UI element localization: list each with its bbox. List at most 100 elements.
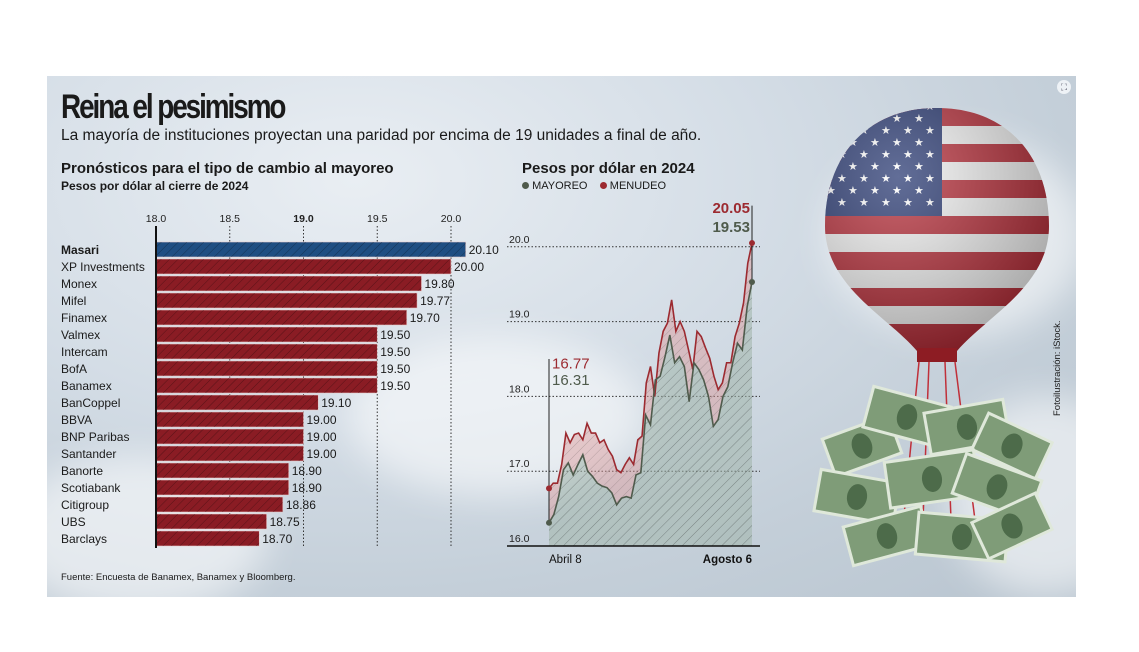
value-label: 20.00 bbox=[454, 260, 484, 274]
bill-portrait bbox=[876, 523, 898, 549]
star-icon: ★ bbox=[837, 101, 847, 113]
category-label: Banorte bbox=[61, 464, 103, 478]
money-stack bbox=[812, 384, 1055, 568]
value-label: 20.10 bbox=[469, 243, 499, 257]
category-label: BNP Paribas bbox=[61, 430, 129, 444]
bar-chart: 18.0 18.5 19.0 19.5 20.0 Masari 20.10 XP Invest… bbox=[61, 213, 499, 548]
value-label: 18.90 bbox=[292, 481, 322, 495]
start-menudeo-label: 16.77 bbox=[552, 356, 590, 373]
source-note: Fuente: Encuesta de Banamex, Banamex y B… bbox=[61, 572, 296, 583]
value-label: 19.00 bbox=[307, 430, 337, 444]
value-label: 19.00 bbox=[307, 447, 337, 461]
menudeo-band-hatch bbox=[549, 243, 752, 523]
bar-hatch bbox=[156, 395, 319, 410]
x-tick-label: 20.0 bbox=[441, 213, 462, 225]
y-tick-label: 16.0 bbox=[509, 533, 530, 545]
x-tick-label: 19.0 bbox=[293, 213, 314, 225]
photo-credit: Fotoilustración: iStock. bbox=[1052, 320, 1063, 416]
value-label: 18.70 bbox=[262, 532, 292, 546]
bill-portrait bbox=[846, 484, 868, 510]
bar-hatch bbox=[156, 327, 378, 342]
star-icon: ★ bbox=[826, 137, 836, 149]
data-point-marker bbox=[749, 240, 755, 247]
x-tick-label: 18.0 bbox=[146, 213, 167, 225]
category-label: Barclays bbox=[61, 532, 107, 546]
bar-hatch bbox=[156, 361, 378, 376]
category-label: Masari bbox=[61, 243, 99, 257]
legend-mayoreo-dot bbox=[522, 182, 529, 189]
bill-portrait bbox=[1001, 433, 1023, 459]
value-label: 19.50 bbox=[380, 379, 410, 393]
bar-hatch bbox=[156, 259, 451, 274]
star-icon: ★ bbox=[881, 101, 891, 113]
star-icon: ★ bbox=[815, 101, 825, 113]
expand-icon[interactable]: ⛶ bbox=[1057, 80, 1071, 94]
x-tick-label: Agosto 6 bbox=[703, 554, 752, 566]
legend-menudeo-dot bbox=[599, 182, 607, 189]
bar-chart-subtitle: Pesos por dólar al cierre de 2024 bbox=[61, 179, 249, 193]
bill-portrait bbox=[986, 474, 1008, 500]
category-label: Citigroup bbox=[61, 498, 109, 512]
star-icon: ★ bbox=[826, 113, 836, 125]
bill-portrait bbox=[896, 404, 918, 430]
bill-portrait bbox=[921, 466, 943, 492]
y-tick-label: 20.0 bbox=[509, 234, 530, 246]
bar-hatch bbox=[156, 344, 378, 359]
bar-hatch bbox=[156, 276, 422, 291]
category-label: Santander bbox=[61, 447, 116, 461]
star-icon: ★ bbox=[826, 161, 836, 173]
data-point-marker bbox=[749, 278, 755, 285]
page-title: Reina el pesimismo bbox=[61, 88, 286, 126]
star-icon: ★ bbox=[848, 113, 858, 125]
star-icon: ★ bbox=[837, 125, 847, 137]
flag-balloon: ★★★★★★★★★★★★★★★★★★★★★★★★★★★★★★★★★★★★★★★★… bbox=[815, 101, 1049, 351]
bar-hatch bbox=[156, 378, 378, 393]
legend: MAYOREO MENUDEO bbox=[522, 180, 666, 192]
bar-hatch bbox=[156, 497, 283, 512]
menudeo-line bbox=[548, 242, 753, 489]
value-label: 19.10 bbox=[321, 396, 351, 410]
end-menudeo-label: 20.05 bbox=[712, 200, 750, 217]
bar-hatch bbox=[156, 310, 407, 325]
line-chart-title: Pesos por dólar en 2024 bbox=[522, 160, 695, 177]
x-tick-label: 18.5 bbox=[220, 213, 241, 225]
legend-mayoreo-label: MAYOREO bbox=[532, 180, 588, 192]
category-label: Intercam bbox=[61, 345, 108, 359]
page-subtitle: La mayoría de instituciones proyectan un… bbox=[61, 127, 702, 144]
star-icon: ★ bbox=[815, 125, 825, 137]
value-label: 19.80 bbox=[425, 277, 455, 291]
category-label: Monex bbox=[61, 277, 97, 291]
bill-portrait bbox=[956, 414, 978, 440]
bar-hatch bbox=[156, 293, 418, 308]
start-mayoreo-label: 16.31 bbox=[552, 372, 590, 389]
data-point-marker bbox=[546, 485, 552, 492]
y-tick-label: 17.0 bbox=[509, 458, 530, 470]
bar-hatch bbox=[156, 429, 304, 444]
x-tick-label: Abril 8 bbox=[549, 554, 582, 566]
bar-hatch bbox=[156, 531, 260, 546]
mayoreo-area-hatch bbox=[549, 281, 752, 546]
value-label: 18.75 bbox=[270, 515, 300, 529]
category-label: Mifel bbox=[61, 294, 86, 308]
legend-menudeo-label: MENUDEO bbox=[609, 180, 667, 192]
value-label: 18.86 bbox=[286, 498, 316, 512]
value-label: 19.70 bbox=[410, 311, 440, 325]
bar-chart-title: Pronósticos para el tipo de cambio al ma… bbox=[61, 160, 394, 177]
bar-hatch bbox=[156, 480, 289, 495]
bill-portrait bbox=[1001, 513, 1023, 539]
infographic-panel: Reina el pesimismo La mayoría de institu… bbox=[47, 76, 1076, 597]
star-icon: ★ bbox=[859, 101, 869, 113]
category-label: Finamex bbox=[61, 311, 107, 325]
star-icon: ★ bbox=[815, 197, 825, 209]
category-label: Banamex bbox=[61, 379, 112, 393]
value-label: 19.50 bbox=[380, 345, 410, 359]
category-label: Valmex bbox=[61, 328, 100, 342]
y-tick-label: 19.0 bbox=[509, 309, 530, 321]
value-label: 19.77 bbox=[420, 294, 450, 308]
value-label: 18.90 bbox=[292, 464, 322, 478]
value-label: 19.50 bbox=[380, 328, 410, 342]
category-label: BBVA bbox=[61, 413, 92, 427]
bill-portrait bbox=[951, 524, 973, 550]
x-tick-label: 19.5 bbox=[367, 213, 388, 225]
